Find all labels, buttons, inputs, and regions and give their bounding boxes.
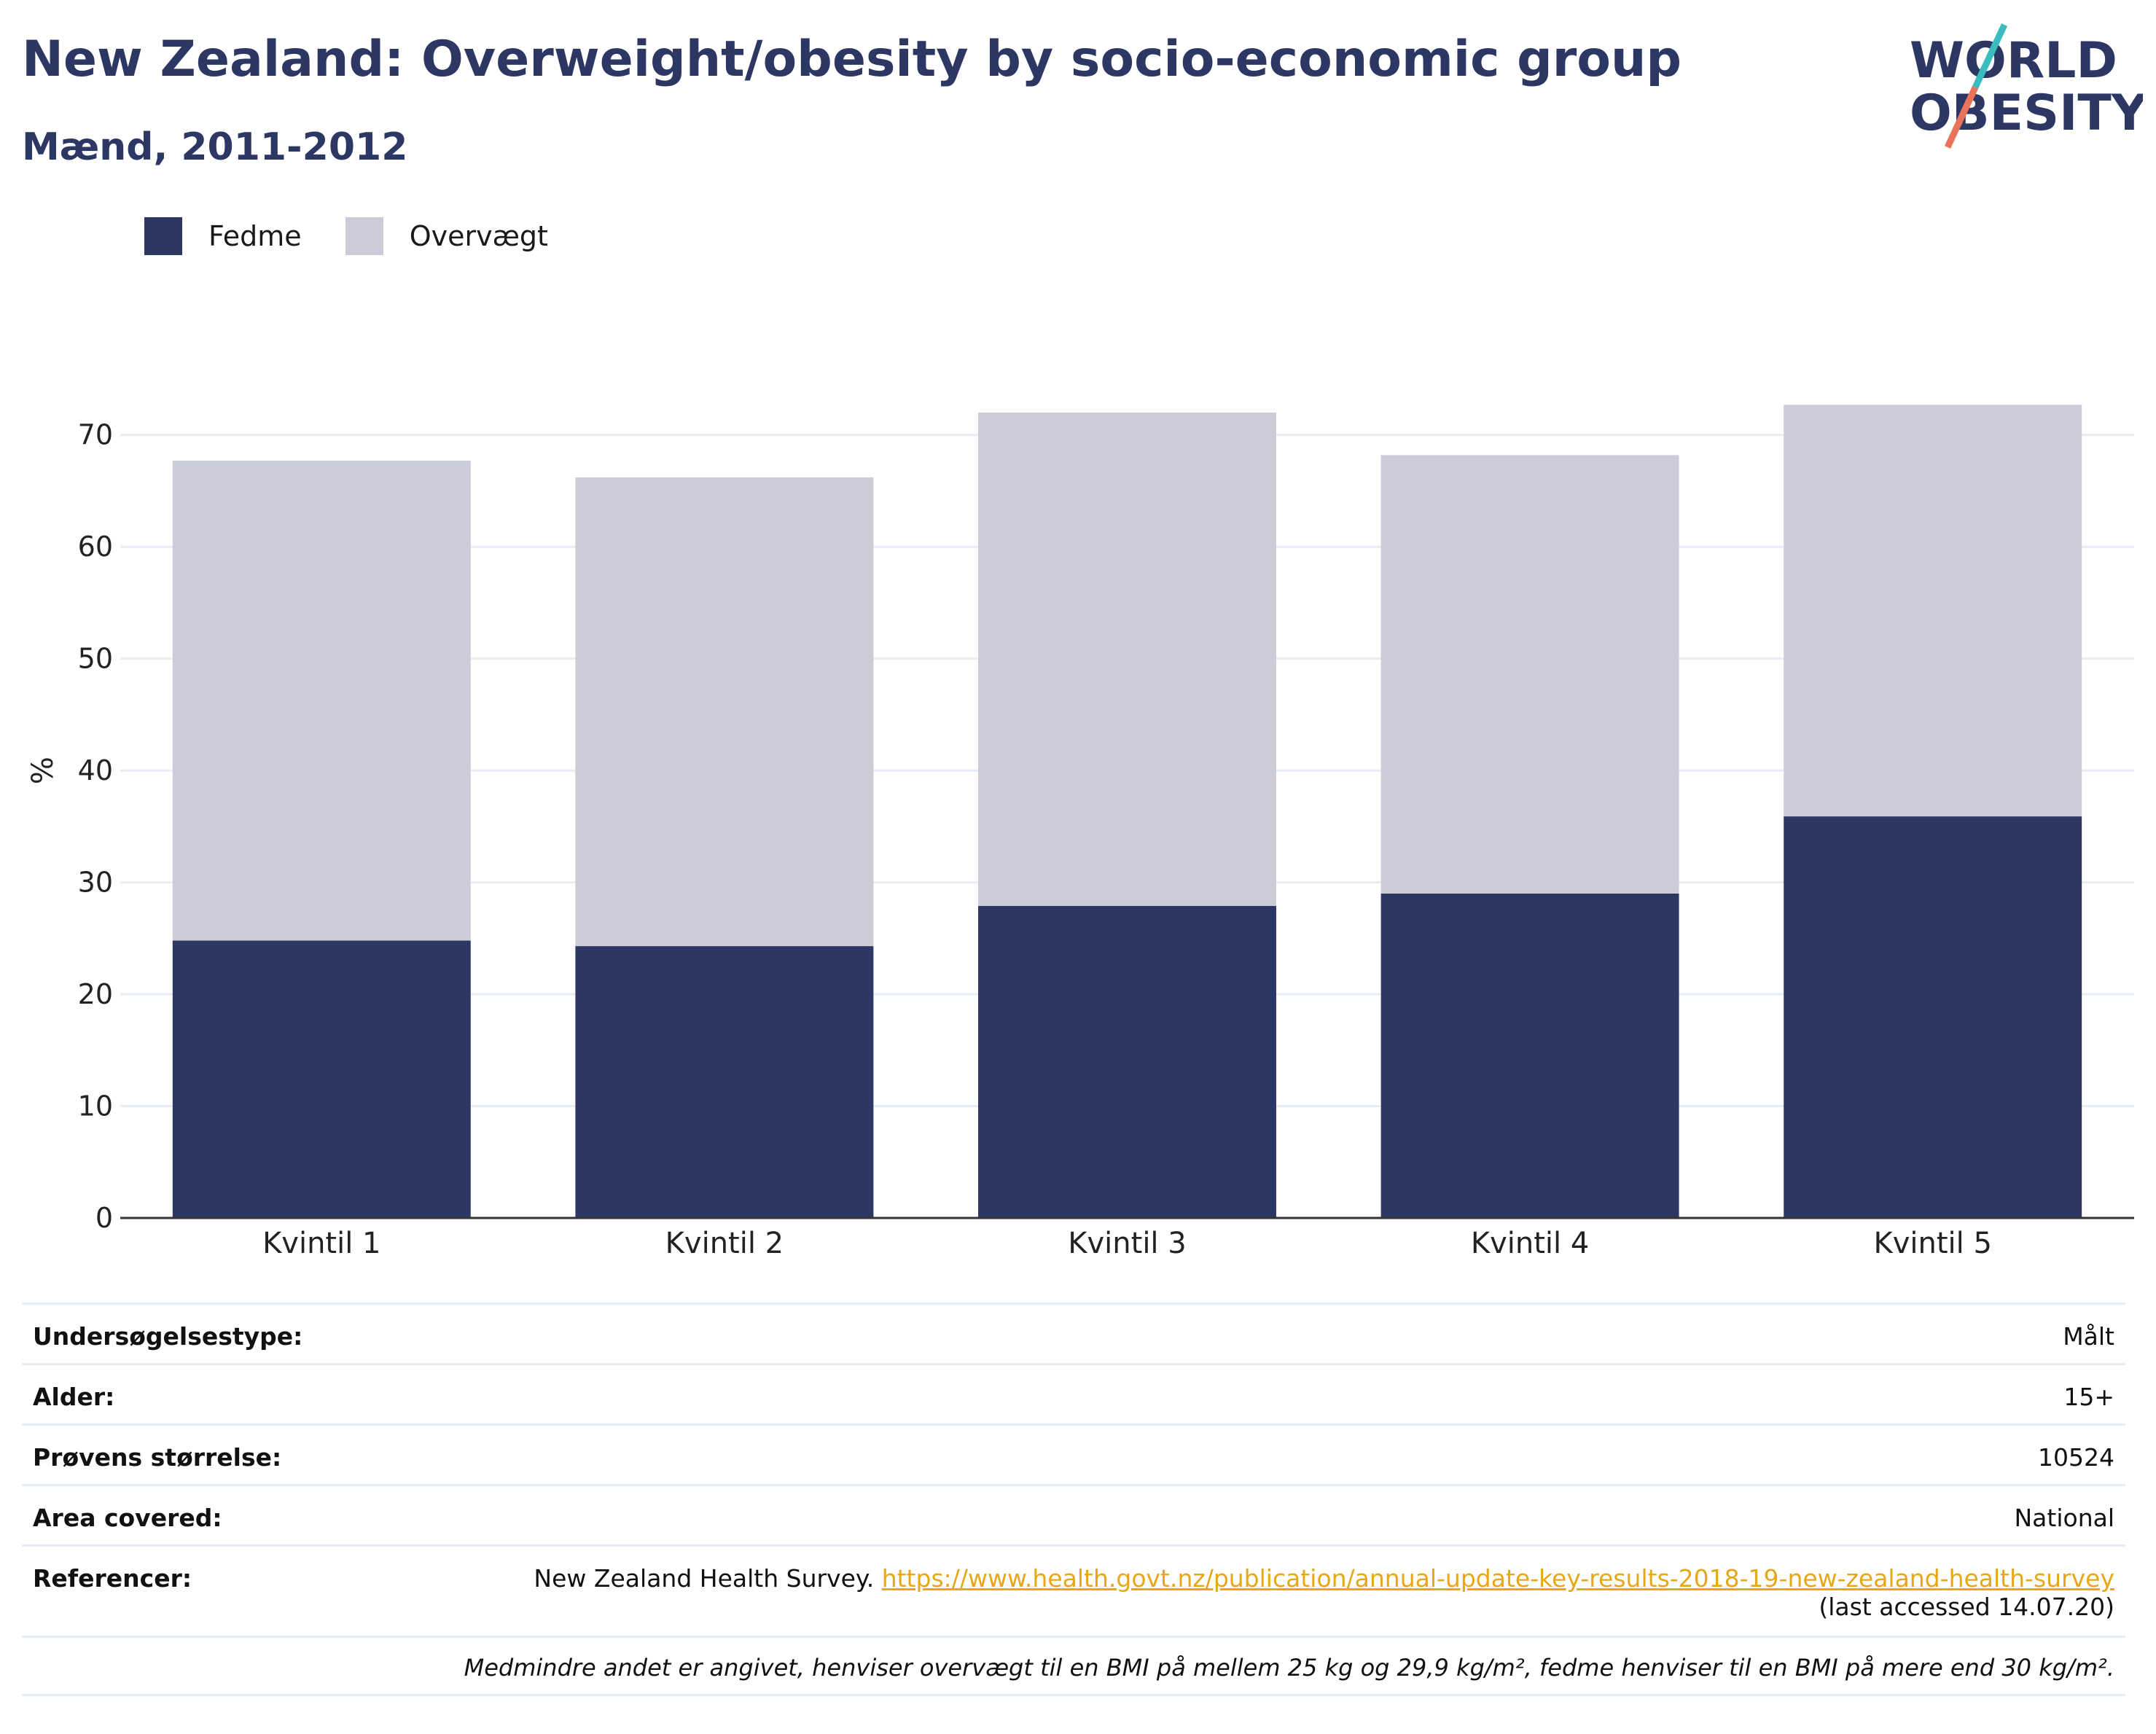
- x-tick-label: Kvintil 3: [1068, 1227, 1186, 1260]
- chart-title: New Zealand: Overweight/obesity by socio…: [22, 31, 1682, 88]
- y-tick-label: 0: [95, 1202, 113, 1234]
- x-tick-label: Kvintil 4: [1471, 1227, 1589, 1260]
- bar-overvaegt: [1784, 405, 2082, 817]
- reference-accessed: (last accessed 14.07.20): [1819, 1593, 2114, 1621]
- y-tick-label: 40: [78, 754, 113, 786]
- meta-row-area: Area covered: National: [22, 1484, 2125, 1544]
- meta-row-age: Alder: 15+: [22, 1363, 2125, 1423]
- meta-row-survey-type: Undersøgelsestype: Målt: [22, 1303, 2125, 1363]
- y-tick-label: 10: [78, 1090, 113, 1122]
- meta-value: 10524: [2038, 1443, 2114, 1472]
- y-axis-label: %: [26, 757, 60, 784]
- meta-label: Prøvens størrelse:: [33, 1443, 282, 1472]
- bar-fedme: [1784, 816, 2082, 1218]
- x-tick-label: Kvintil 5: [1873, 1227, 1991, 1260]
- meta-label: Area covered:: [33, 1504, 222, 1532]
- bar-overvaegt: [575, 477, 874, 947]
- reference-text: New Zealand Health Survey.: [534, 1564, 875, 1593]
- bar-fedme: [1380, 893, 1679, 1218]
- legend-item-fedme[interactable]: Fedme: [144, 217, 302, 255]
- bar-overvaegt: [978, 413, 1276, 906]
- stacked-bar-chart: 0 10 20 30 40 50 60 70% Kvintil 1 Kvintil 2 Kvinti…: [26, 405, 2134, 1260]
- meta-value-references: New Zealand Health Survey. https://www.h…: [534, 1564, 2114, 1621]
- logo-line2: OBESITY: [1910, 85, 2143, 142]
- logo-slash-coral: [1944, 86, 1979, 149]
- legend-label-overvaegt: Overvægt: [409, 220, 548, 252]
- bar-fedme: [575, 946, 874, 1218]
- meta-value: 15+: [2063, 1383, 2114, 1411]
- bar-overvaegt: [1380, 455, 1679, 894]
- y-tick-label: 50: [78, 643, 113, 675]
- meta-value: Målt: [2063, 1322, 2114, 1351]
- y-tick-label: 70: [78, 419, 113, 451]
- legend-label-fedme: Fedme: [208, 220, 302, 252]
- y-tick-label: 60: [78, 531, 113, 563]
- world-obesity-logo: WORLD OBESITY: [1910, 23, 2143, 149]
- chart-subtitle: Mænd, 2011-2012: [22, 125, 408, 169]
- x-tick-label: Kvintil 2: [665, 1227, 784, 1260]
- bmi-footnote: Medmindre andet er angivet, henviser ove…: [22, 1636, 2125, 1696]
- survey-metadata-table: Undersøgelsestype: Målt Alder: 15+ Prøve…: [22, 1303, 2125, 1696]
- y-tick-label: 20: [78, 978, 113, 1010]
- logo-line1: WORLD: [1910, 32, 2117, 90]
- meta-value: National: [2014, 1504, 2114, 1532]
- legend-swatch-fedme: [144, 217, 182, 255]
- logo-slash-teal: [1972, 23, 2008, 89]
- y-tick-label: 30: [78, 867, 113, 899]
- meta-label: Undersøgelsestype:: [33, 1322, 303, 1351]
- meta-row-references: Referencer: New Zealand Health Survey. h…: [22, 1544, 2125, 1636]
- legend-item-overvaegt[interactable]: Overvægt: [345, 217, 548, 255]
- bar-fedme: [978, 905, 1276, 1218]
- x-tick-label: Kvintil 1: [262, 1227, 380, 1260]
- chart-legend: Fedme Overvægt: [144, 216, 592, 257]
- bar-overvaegt: [172, 461, 471, 941]
- meta-row-sample-size: Prøvens størrelse: 10524: [22, 1423, 2125, 1484]
- reference-link[interactable]: https://www.health.govt.nz/publication/a…: [881, 1564, 2114, 1593]
- bar-fedme: [172, 940, 471, 1218]
- meta-label: Referencer:: [33, 1564, 192, 1593]
- legend-swatch-overvaegt: [345, 217, 383, 255]
- meta-label: Alder:: [33, 1383, 115, 1411]
